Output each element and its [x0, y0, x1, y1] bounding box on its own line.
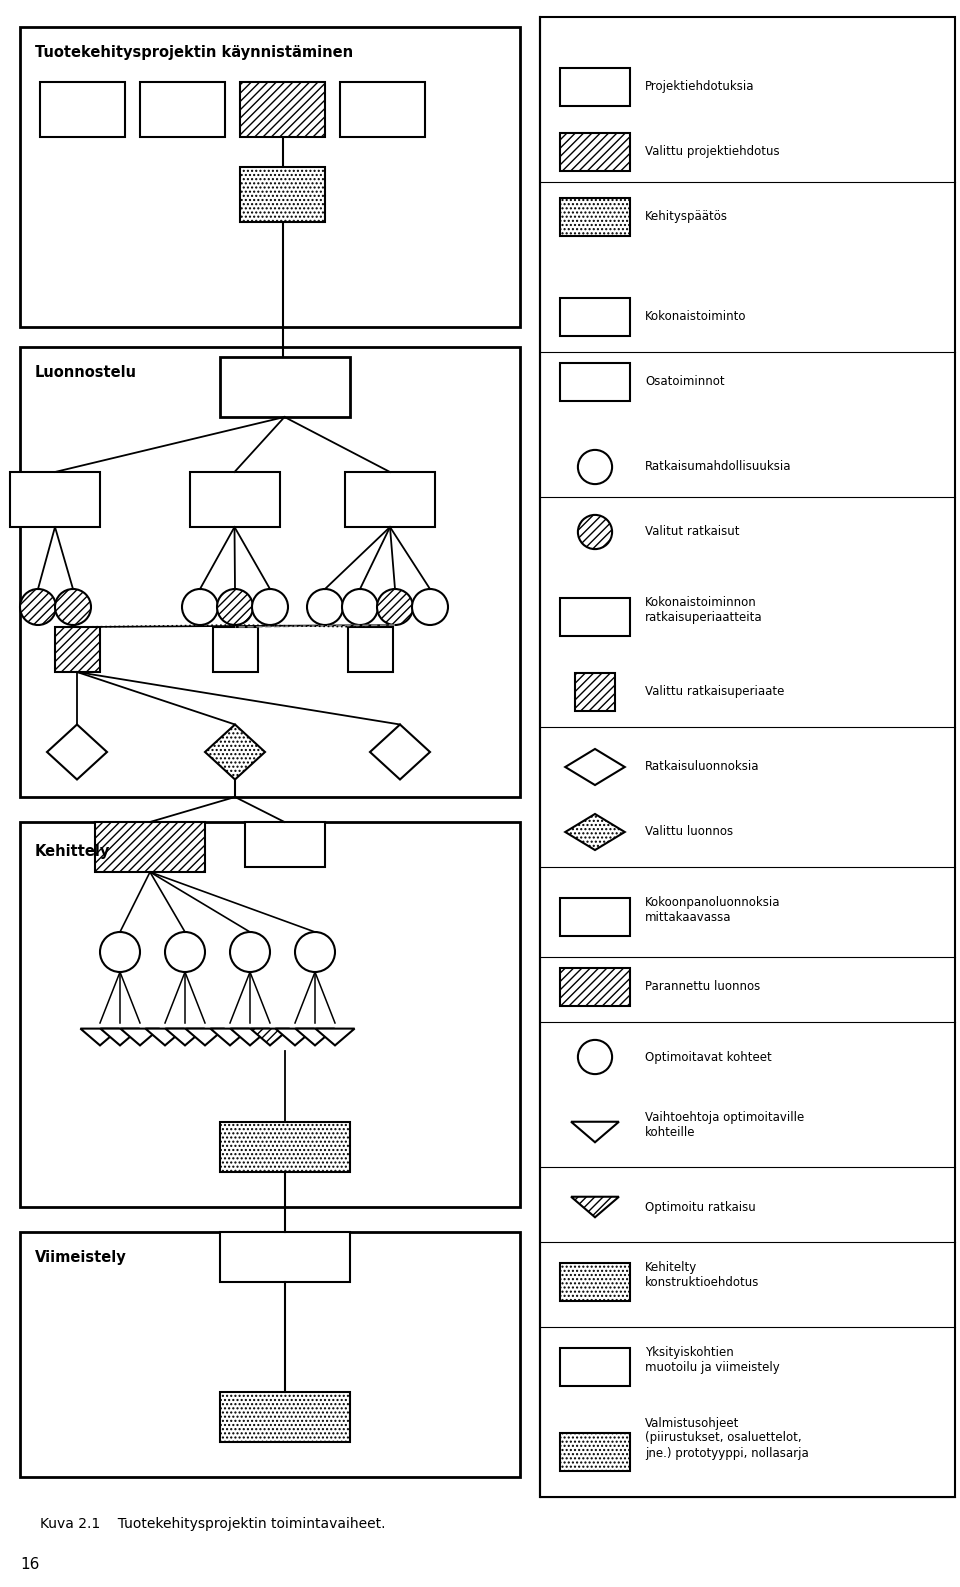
- Text: Optimoitavat kohteet: Optimoitavat kohteet: [645, 1051, 772, 1063]
- Circle shape: [100, 932, 140, 971]
- Bar: [240, 83, 325, 136]
- Bar: [560, 598, 630, 636]
- Text: Tuotekehitysprojektin käynnistäminen: Tuotekehitysprojektin käynnistäminen: [35, 44, 353, 60]
- Bar: [20, 348, 520, 797]
- Polygon shape: [571, 1122, 619, 1143]
- Circle shape: [295, 932, 335, 971]
- Polygon shape: [370, 725, 430, 779]
- Polygon shape: [101, 1028, 139, 1046]
- Bar: [20, 27, 520, 327]
- Bar: [340, 83, 425, 136]
- Text: Kehityspäätös: Kehityspäätös: [645, 211, 728, 224]
- Bar: [220, 1122, 349, 1173]
- Bar: [560, 1263, 630, 1301]
- Bar: [575, 673, 615, 711]
- Bar: [55, 627, 100, 671]
- Polygon shape: [276, 1028, 315, 1046]
- Text: Luonnostelu: Luonnostelu: [35, 365, 137, 379]
- Bar: [220, 1232, 349, 1282]
- Bar: [560, 968, 630, 1006]
- Text: Kuva 2.1    Tuotekehitysprojektin toimintavaiheet.: Kuva 2.1 Tuotekehitysprojektin toimintav…: [40, 1517, 386, 1531]
- Bar: [40, 83, 125, 136]
- Bar: [240, 167, 325, 222]
- Polygon shape: [185, 1028, 225, 1046]
- Text: Vaihtoehtoja optimoitaville
kohteille: Vaihtoehtoja optimoitaville kohteille: [645, 1111, 804, 1139]
- Text: Valittu projektiehdotus: Valittu projektiehdotus: [645, 146, 780, 159]
- Bar: [560, 133, 630, 171]
- Polygon shape: [210, 1028, 250, 1046]
- Circle shape: [578, 449, 612, 484]
- Bar: [560, 298, 630, 336]
- Bar: [95, 822, 205, 871]
- Text: Parannettu luonnos: Parannettu luonnos: [645, 981, 760, 993]
- Text: Optimoitu ratkaisu: Optimoitu ratkaisu: [645, 1200, 756, 1214]
- Circle shape: [20, 589, 56, 625]
- Bar: [212, 627, 257, 671]
- Circle shape: [578, 1039, 612, 1074]
- Bar: [20, 822, 520, 1208]
- Bar: [20, 1232, 520, 1477]
- Polygon shape: [316, 1028, 354, 1046]
- Circle shape: [412, 589, 448, 625]
- Text: Ratkaisumahdollisuuksia: Ratkaisumahdollisuuksia: [645, 460, 791, 473]
- Polygon shape: [251, 1028, 290, 1046]
- Bar: [245, 822, 324, 867]
- Polygon shape: [296, 1028, 335, 1046]
- Polygon shape: [565, 814, 625, 851]
- Bar: [560, 363, 630, 402]
- Text: Kokonaistoiminto: Kokonaistoiminto: [645, 311, 747, 324]
- Text: Kehitelty
konstruktioehdotus: Kehitelty konstruktioehdotus: [645, 1262, 759, 1289]
- Polygon shape: [230, 1028, 270, 1046]
- Text: Projektiehdotuksia: Projektiehdotuksia: [645, 81, 755, 94]
- Text: Viimeistely: Viimeistely: [35, 1251, 127, 1265]
- Polygon shape: [120, 1028, 159, 1046]
- Text: Osatoiminnot: Osatoiminnot: [645, 376, 725, 389]
- Circle shape: [217, 589, 253, 625]
- Polygon shape: [571, 1197, 619, 1217]
- Text: Valittu luonnos: Valittu luonnos: [645, 825, 733, 838]
- Bar: [560, 1433, 630, 1471]
- Bar: [540, 17, 955, 1497]
- Bar: [10, 471, 100, 527]
- Text: Valittu ratkaisuperiaate: Valittu ratkaisuperiaate: [645, 686, 784, 698]
- Bar: [220, 357, 349, 417]
- Polygon shape: [565, 749, 625, 786]
- Bar: [560, 198, 630, 236]
- Bar: [345, 471, 435, 527]
- Polygon shape: [47, 725, 107, 779]
- Polygon shape: [81, 1028, 120, 1046]
- Circle shape: [55, 589, 91, 625]
- Circle shape: [182, 589, 218, 625]
- Text: Ratkaisuluonnoksia: Ratkaisuluonnoksia: [645, 760, 759, 773]
- Circle shape: [307, 589, 343, 625]
- Bar: [189, 471, 279, 527]
- Text: Kokoonpanoluonnoksia
mittakaavassa: Kokoonpanoluonnoksia mittakaavassa: [645, 897, 780, 924]
- Text: Valmistusohjeet
(piirustukset, osaluettelot,
jne.) prototyyppi, nollasarja: Valmistusohjeet (piirustukset, osaluette…: [645, 1417, 808, 1460]
- Polygon shape: [145, 1028, 184, 1046]
- Text: 16: 16: [20, 1557, 39, 1573]
- Text: Kokonaistoiminnon
ratkaisuperiaatteita: Kokonaistoiminnon ratkaisuperiaatteita: [645, 597, 762, 624]
- Bar: [560, 68, 630, 106]
- Bar: [140, 83, 225, 136]
- Bar: [348, 627, 393, 671]
- Circle shape: [165, 932, 205, 971]
- Circle shape: [230, 932, 270, 971]
- Bar: [560, 1347, 630, 1385]
- Text: Kehittely: Kehittely: [35, 844, 110, 859]
- Bar: [560, 898, 630, 936]
- Text: Yksityiskohtien
muotoilu ja viimeistely: Yksityiskohtien muotoilu ja viimeistely: [645, 1346, 780, 1374]
- Polygon shape: [165, 1028, 204, 1046]
- Polygon shape: [205, 725, 265, 779]
- Circle shape: [252, 589, 288, 625]
- Circle shape: [342, 589, 378, 625]
- Text: Valitut ratkaisut: Valitut ratkaisut: [645, 525, 739, 538]
- Circle shape: [578, 514, 612, 549]
- Circle shape: [377, 589, 413, 625]
- Bar: [220, 1392, 349, 1443]
